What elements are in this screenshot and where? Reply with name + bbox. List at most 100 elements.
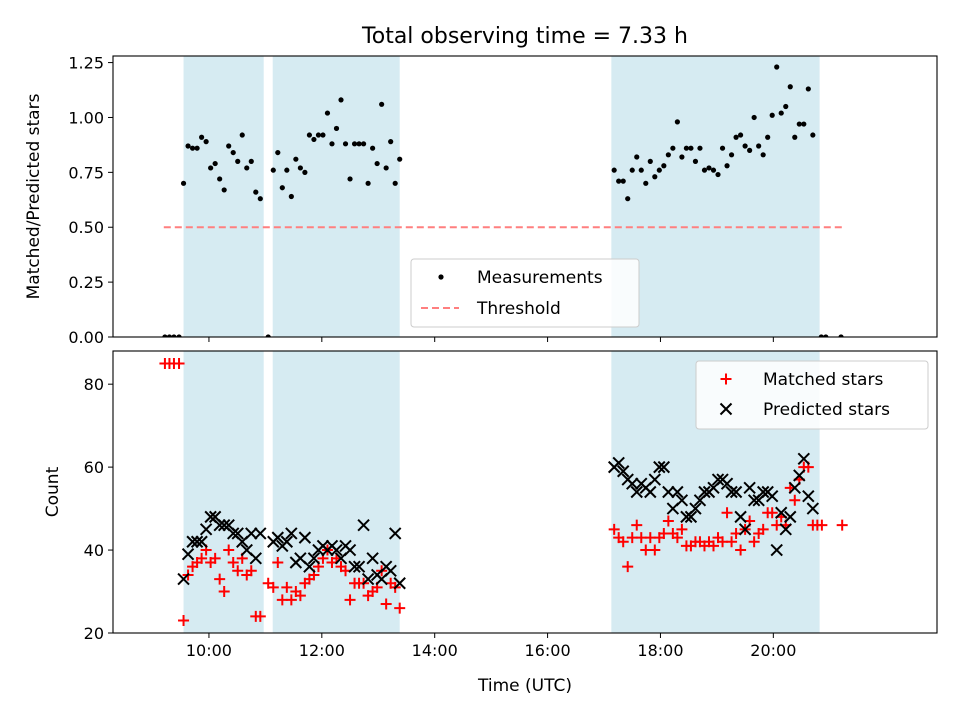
data-point	[729, 485, 743, 499]
data-point	[775, 506, 788, 519]
data-point	[801, 121, 807, 127]
data-point	[324, 110, 331, 116]
data-point	[294, 590, 306, 602]
data-point	[684, 510, 698, 524]
legend-marker	[719, 402, 733, 416]
data-point	[802, 489, 815, 503]
x-tick-label: 12:00	[299, 641, 345, 660]
data-point	[643, 180, 649, 186]
data-point	[366, 552, 379, 565]
data-point	[698, 485, 711, 499]
data-point	[719, 145, 726, 151]
data-point	[176, 334, 182, 337]
data-point	[388, 139, 394, 145]
legend-box	[695, 360, 929, 430]
x-tick-label: 10:00	[186, 641, 232, 660]
data-point	[271, 531, 285, 544]
data-point	[743, 481, 756, 495]
data-point	[679, 154, 685, 160]
data-point	[630, 485, 643, 499]
top-panel: 0.00 0.25 0.50 0.75 1.00 1.25 Matched/Predicte…	[24, 54, 938, 347]
data-point	[766, 507, 778, 519]
y-tick-label: 80	[84, 375, 104, 394]
data-point	[652, 174, 658, 180]
x-tick-label: 18:00	[637, 641, 683, 660]
data-point	[793, 469, 806, 482]
data-point	[380, 598, 392, 610]
data-point	[218, 586, 230, 598]
data-point	[816, 519, 828, 531]
legend-label: Measurements	[477, 268, 603, 288]
data-point	[788, 481, 801, 495]
data-point	[774, 64, 780, 70]
data-point	[683, 145, 690, 151]
data-point	[223, 544, 235, 556]
data-point	[797, 452, 811, 466]
data-point	[620, 178, 626, 184]
data-point	[357, 518, 370, 532]
data-point	[393, 577, 406, 590]
data-point	[611, 167, 617, 173]
legend-marker	[720, 373, 732, 385]
data-point	[644, 485, 657, 499]
data-point	[347, 176, 353, 182]
plot-area	[162, 56, 844, 337]
data-point	[230, 149, 236, 156]
data-point	[288, 193, 294, 200]
y-tick-label: 1.00	[68, 108, 104, 127]
data-point	[760, 152, 766, 158]
data-point	[245, 565, 257, 577]
data-point	[181, 547, 195, 561]
data-point	[343, 543, 357, 557]
data-point	[344, 594, 356, 606]
data-point	[189, 145, 196, 151]
data-point	[173, 357, 185, 369]
data-point	[352, 560, 366, 573]
data-point	[638, 167, 644, 173]
data-point	[195, 535, 208, 548]
data-point	[661, 163, 667, 169]
data-point	[196, 552, 208, 564]
data-point	[670, 145, 676, 151]
data-point	[616, 465, 630, 478]
data-point	[227, 557, 239, 568]
chart-title: Total observing time = 7.33 h	[361, 24, 688, 49]
data-point	[728, 152, 735, 158]
data-point	[177, 572, 190, 586]
legend-label: Predicted stars	[763, 400, 890, 420]
data-point	[329, 141, 335, 147]
data-point	[792, 134, 798, 140]
data-point	[735, 544, 747, 556]
plot-area	[159, 351, 848, 633]
data-point	[778, 110, 784, 116]
data-point	[285, 527, 298, 540]
data-point	[370, 145, 376, 151]
data-point	[671, 485, 684, 499]
data-point	[836, 519, 848, 531]
data-point	[665, 152, 671, 158]
data-point	[688, 145, 694, 151]
legend: Measurements Threshold	[410, 258, 640, 328]
data-point	[203, 139, 209, 145]
data-point	[388, 527, 402, 540]
data-point	[280, 535, 294, 548]
data-point	[674, 119, 680, 125]
data-point	[625, 196, 631, 202]
y-tick-label: 0.25	[68, 273, 104, 292]
data-point	[232, 565, 244, 577]
data-point	[721, 507, 733, 519]
data-point	[351, 141, 358, 147]
data-point	[612, 456, 625, 470]
data-point	[653, 460, 666, 474]
data-point	[284, 167, 290, 173]
data-point	[805, 86, 811, 92]
data-point	[383, 165, 389, 171]
data-point	[622, 561, 634, 573]
data-point	[209, 552, 221, 564]
data-point	[272, 557, 284, 568]
y-tick-label: 60	[84, 458, 104, 477]
data-point	[787, 84, 793, 90]
data-point	[306, 132, 313, 138]
data-point	[239, 132, 245, 138]
data-point	[356, 141, 362, 147]
